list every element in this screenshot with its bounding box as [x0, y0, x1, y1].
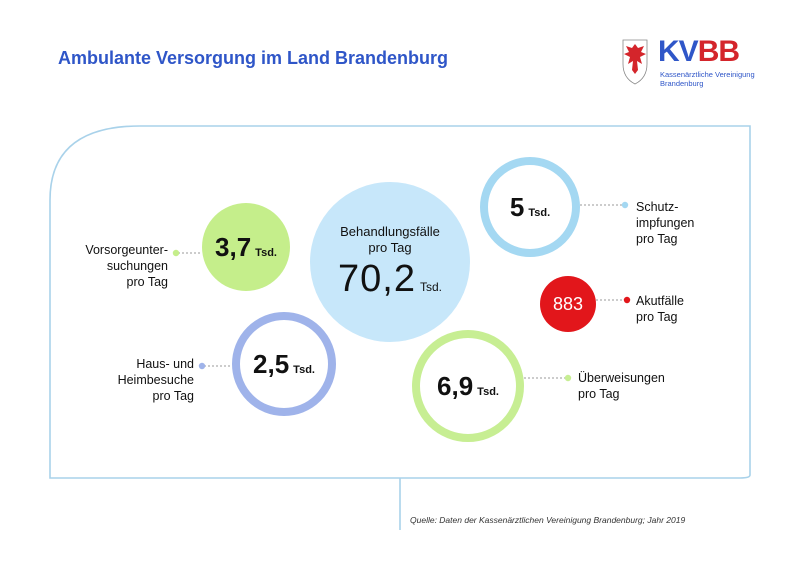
circle-vorsorge: 3,7 Tsd. [202, 203, 290, 291]
brandenburg-eagle-crest-icon [622, 39, 648, 85]
value-behandlungsfaelle: 70,2 [338, 257, 416, 300]
circle-ueberweisungen: 6,9 Tsd. [412, 330, 524, 442]
value-vorsorge: 3,7 [215, 231, 252, 262]
rounded-frame [49, 125, 751, 479]
unit-hausbesuche: Tsd. [293, 363, 315, 376]
logo-subline: Kassenärztliche Vereinigung Brandenburg [660, 70, 755, 88]
label-akutfaelle: Akutfälle pro Tag [636, 294, 684, 324]
connector-dot-haus [198, 362, 206, 370]
label-hausbesuche: Haus- und Heimbesuche pro Tag [117, 357, 194, 403]
label-vorsorge: Vorsorgeunter- suchungen pro Tag [85, 243, 168, 289]
unit-ueberweisungen: Tsd. [477, 385, 499, 398]
label-behandlungsfaelle: Behandlungsfälle pro Tag [340, 223, 440, 255]
connector-dot-akut [623, 296, 631, 304]
logo-wordmark: KVBB [658, 35, 740, 68]
value-ueberweisungen: 6,9 [437, 370, 474, 401]
label-schutzimpfungen: Schutz- impfungen pro Tag [636, 200, 695, 246]
kvbb-logo: KVBB Kassenärztliche Vereinigung Branden… [620, 35, 770, 93]
connector-dot-vorsorge [172, 249, 180, 257]
connector-dot-ueber [564, 374, 572, 382]
page-title: Ambulante Versorgung im Land Brandenburg [58, 48, 449, 68]
circle-behandlungsfaelle: Behandlungsfälle pro Tag 70,2 Tsd. [310, 182, 470, 342]
connector-dot-schutz [621, 201, 629, 209]
label-ueberweisungen: Überweisungen pro Tag [578, 371, 665, 401]
unit-behandlungsfaelle: Tsd. [419, 279, 442, 294]
value-akutfaelle: 883 [552, 293, 584, 314]
source-note: Quelle: Daten der Kassenärztlichen Verei… [410, 515, 686, 525]
circle-akutfaelle: 883 [540, 276, 596, 332]
value-hausbesuche: 2,5 [253, 348, 290, 379]
circle-hausbesuche: 2,5 Tsd. [232, 312, 336, 416]
value-schutzimpfungen: 5 [509, 191, 525, 222]
unit-schutzimpfungen: Tsd. [528, 206, 551, 219]
circle-schutzimpfungen: 5 Tsd. [480, 157, 580, 257]
unit-vorsorge: Tsd. [255, 246, 277, 259]
